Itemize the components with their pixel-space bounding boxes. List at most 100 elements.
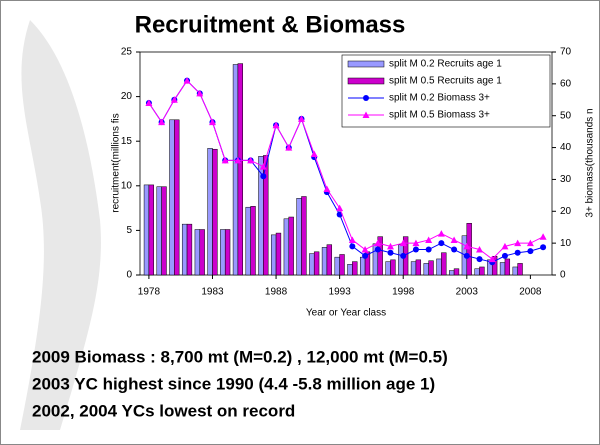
y-tick-label: 15 (121, 136, 133, 147)
point (388, 250, 394, 256)
x-tick-label: 1988 (265, 287, 288, 298)
y2-tick-label: 50 (560, 110, 572, 121)
x-axis-label: Year or Year class (306, 308, 386, 319)
y2-tick-label: 70 (560, 47, 572, 58)
bar (322, 247, 327, 275)
bar (251, 206, 256, 275)
point (502, 253, 508, 259)
y-tick-label: 0 (126, 270, 132, 281)
point (260, 173, 266, 179)
bar (518, 263, 523, 275)
note: 2003 YC highest since 1990 (4.4 -5.8 mil… (32, 374, 435, 393)
point (413, 247, 419, 253)
point (451, 247, 457, 253)
x-tick-label: 1998 (392, 287, 415, 298)
x-tick-label: 2008 (519, 287, 542, 298)
bar (340, 254, 345, 275)
y2-tick-label: 0 (560, 270, 566, 281)
y2-tick-label: 20 (560, 206, 572, 217)
bar (187, 224, 192, 275)
point (375, 247, 381, 253)
point (464, 253, 470, 259)
y2-tick-label: 60 (560, 78, 572, 89)
bar (162, 187, 167, 275)
bar (411, 262, 416, 275)
bar (513, 267, 518, 275)
y2-tick-label: 40 (560, 142, 572, 153)
y-tick-label: 10 (121, 180, 133, 191)
bar (314, 252, 319, 275)
bar (437, 259, 442, 275)
bar (200, 230, 205, 275)
bar (327, 245, 332, 275)
point (515, 250, 521, 256)
bar (174, 120, 179, 275)
bar (398, 245, 403, 275)
legend-label: split M 0.2 Recruits age 1 (389, 59, 502, 70)
bar (500, 263, 505, 275)
bar (149, 185, 154, 275)
bar (246, 207, 251, 275)
note: 2002, 2004 YCs lowest on record (32, 401, 295, 420)
x-tick-label: 2003 (456, 287, 479, 298)
bar (348, 264, 353, 275)
bar (391, 260, 396, 275)
bar (238, 64, 243, 275)
legend-swatch (348, 61, 384, 67)
bar (195, 230, 200, 275)
bar (454, 269, 459, 275)
y2-tick-label: 10 (560, 238, 572, 249)
bar (424, 263, 429, 275)
y-axis-label: recruitment(millions fis (111, 113, 122, 212)
bar (297, 198, 302, 275)
slide: Recruitment & Biomass Year or Year class… (0, 0, 600, 445)
x-tick-label: 1983 (201, 287, 224, 298)
y-tick-label: 5 (126, 225, 132, 236)
bar (352, 262, 357, 275)
chart-title: Recruitment & Biomass (135, 11, 406, 38)
bar (289, 217, 294, 275)
x-tick-label: 1978 (138, 287, 161, 298)
bar (144, 185, 149, 275)
bar (233, 64, 238, 275)
bar (276, 233, 281, 275)
point (540, 244, 546, 250)
bar (170, 120, 175, 275)
y-tick-label: 25 (121, 47, 133, 58)
point (426, 247, 432, 253)
bar (182, 224, 187, 275)
legend-swatch (348, 78, 384, 84)
bar (475, 269, 480, 275)
point (349, 243, 355, 249)
bar (271, 235, 276, 275)
y-tick-label: 20 (121, 91, 133, 102)
bar (225, 230, 230, 275)
legend-label: split M 0.2 Biomass 3+ (389, 93, 490, 104)
legend-label: split M 0.5 Biomass 3+ (389, 110, 490, 121)
bar (416, 260, 421, 275)
legend-marker (363, 95, 369, 101)
bar (301, 197, 306, 275)
bar (157, 187, 162, 275)
point (362, 253, 368, 259)
point (477, 256, 483, 262)
point (527, 248, 533, 254)
bar (335, 257, 340, 275)
point (438, 240, 444, 246)
bar (449, 271, 454, 275)
point (400, 253, 406, 259)
bar (309, 254, 314, 275)
bar (208, 148, 213, 275)
bar (480, 267, 485, 275)
bar (212, 149, 217, 275)
bar (220, 230, 225, 275)
note: 2009 Biomass : 8,700 mt (M=0.2) , 12,000… (32, 347, 448, 366)
legend-label: split M 0.5 Recruits age 1 (389, 76, 502, 87)
bar (505, 259, 510, 275)
bar (429, 261, 434, 275)
bar (386, 262, 391, 275)
y2-axis-label: 3+ biomass(thousands n (585, 108, 596, 217)
x-tick-label: 1993 (329, 287, 352, 298)
bar (360, 257, 365, 275)
bar (441, 253, 446, 275)
